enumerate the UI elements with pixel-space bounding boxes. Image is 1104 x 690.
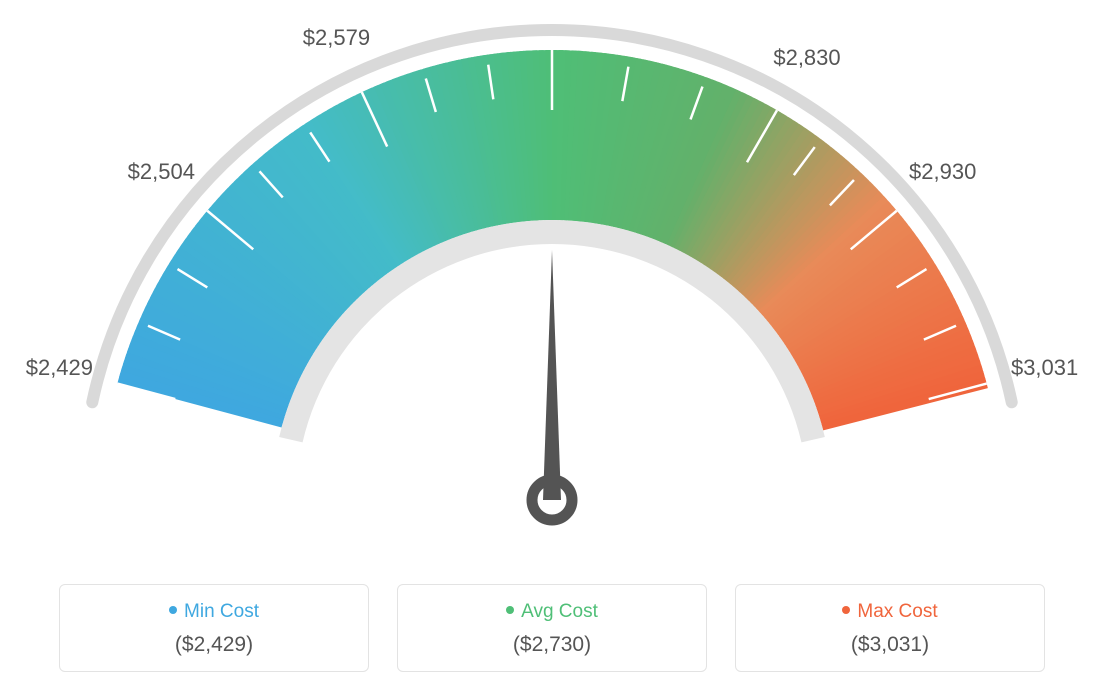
gauge-tick-label: $2,730 xyxy=(518,0,585,3)
legend-title-max: Max Cost xyxy=(736,601,1044,623)
dot-icon xyxy=(506,606,514,614)
legend-title-avg: Avg Cost xyxy=(398,601,706,623)
legend-value-min: ($2,429) xyxy=(60,633,368,657)
legend-card-min: Min Cost ($2,429) xyxy=(59,584,369,672)
legend-value-max: ($3,031) xyxy=(736,633,1044,657)
gauge-tick-label: $2,830 xyxy=(773,45,840,71)
legend-card-avg: Avg Cost ($2,730) xyxy=(397,584,707,672)
legend-label-avg: Avg Cost xyxy=(521,601,598,622)
legend-value-avg: ($2,730) xyxy=(398,633,706,657)
dot-icon xyxy=(842,606,850,614)
legend-label-max: Max Cost xyxy=(857,601,937,622)
legend-title-min: Min Cost xyxy=(60,601,368,623)
legend-card-max: Max Cost ($3,031) xyxy=(735,584,1045,672)
gauge-tick-label: $2,429 xyxy=(26,355,93,381)
gauge-svg xyxy=(0,0,1104,560)
legend-row: Min Cost ($2,429) Avg Cost ($2,730) Max … xyxy=(0,584,1104,672)
dot-icon xyxy=(169,606,177,614)
gauge-chart: $2,429 $2,504 $2,579 $2,730 $2,830 $2,930 $3,0… xyxy=(0,0,1104,560)
legend-label-min: Min Cost xyxy=(184,601,259,622)
gauge-tick-label: $2,504 xyxy=(128,159,195,185)
gauge-tick-label: $3,031 xyxy=(1011,355,1078,381)
gauge-tick-label: $2,930 xyxy=(909,159,976,185)
gauge-tick-label: $2,579 xyxy=(303,25,370,51)
